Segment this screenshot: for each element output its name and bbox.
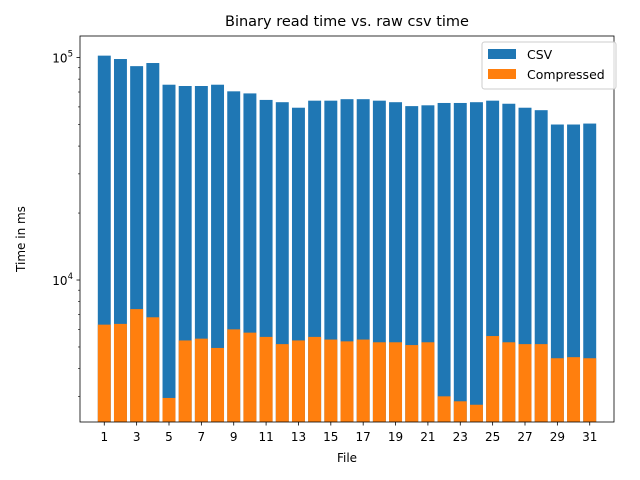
csv-bar-16 — [340, 99, 354, 423]
plot-frame — [79, 35, 615, 423]
x-tick-label: 15 — [323, 430, 338, 444]
compressed-bar-6 — [178, 340, 192, 422]
csv-bar-27 — [518, 107, 532, 422]
csv-bar-20 — [405, 106, 419, 423]
compressed-bar-2 — [113, 323, 127, 422]
x-tick-label: 3 — [133, 430, 141, 444]
x-axis-title: File — [337, 451, 357, 465]
csv-bar-29 — [550, 124, 564, 423]
x-tick-label: 13 — [291, 430, 306, 444]
legend-swatch-compressed — [488, 69, 516, 79]
csv-bar-12 — [275, 102, 289, 422]
legend-label-compressed: Compressed — [527, 67, 605, 82]
compressed-bar-12 — [275, 344, 289, 422]
compressed-bar-28 — [534, 344, 548, 422]
compressed-bars — [97, 309, 597, 422]
csv-bar-30 — [567, 124, 581, 423]
compressed-bar-11 — [259, 336, 273, 422]
csv-bar-7 — [194, 86, 208, 422]
legend: CSV Compressed — [481, 41, 617, 90]
legend-label-csv: CSV — [527, 47, 553, 62]
compressed-bar-24 — [469, 404, 483, 422]
csv-bar-19 — [389, 102, 403, 422]
compressed-bar-7 — [194, 338, 208, 422]
compressed-bar-17 — [356, 339, 370, 422]
compressed-bar-20 — [405, 345, 419, 422]
y-tick-label: 104 — [52, 272, 73, 288]
compressed-bar-26 — [502, 342, 516, 422]
x-tick-label: 5 — [165, 430, 173, 444]
csv-bar-18 — [372, 100, 386, 423]
compressed-bar-13 — [291, 340, 305, 422]
csv-bar-22 — [437, 102, 451, 422]
csv-bar-6 — [178, 86, 192, 422]
compressed-bar-22 — [437, 396, 451, 422]
compressed-bar-3 — [130, 309, 144, 422]
compressed-bar-21 — [421, 342, 435, 422]
compressed-bar-29 — [550, 358, 564, 422]
compressed-bar-10 — [243, 332, 257, 422]
chart-title: Binary read time vs. raw csv time — [225, 14, 469, 30]
compressed-bar-16 — [340, 341, 354, 422]
csv-bar-28 — [534, 110, 548, 423]
compressed-bar-4 — [146, 317, 160, 422]
y-axis-title: Time in ms — [14, 206, 28, 273]
compressed-bar-19 — [389, 342, 403, 422]
compressed-bar-25 — [486, 336, 500, 422]
compressed-bar-15 — [324, 339, 338, 422]
csv-bar-5 — [162, 84, 176, 423]
x-tick-label: 11 — [258, 430, 273, 444]
x-tick-label: 17 — [356, 430, 371, 444]
compressed-bar-23 — [453, 401, 467, 422]
x-tick-label: 23 — [453, 430, 468, 444]
csv-bar-31 — [583, 123, 597, 422]
x-tick-label: 21 — [420, 430, 435, 444]
x-tick-label: 27 — [517, 430, 532, 444]
x-tick-label: 19 — [388, 430, 403, 444]
x-tick-label: 29 — [550, 430, 565, 444]
csv-bar-24 — [469, 102, 483, 422]
compressed-bar-18 — [372, 342, 386, 422]
compressed-bar-9 — [227, 329, 241, 422]
compressed-bar-1 — [97, 324, 111, 422]
x-tick-label: 1 — [100, 430, 108, 444]
compressed-bar-27 — [518, 344, 532, 422]
csv-bar-23 — [453, 102, 467, 422]
compressed-bar-8 — [211, 347, 225, 422]
y-tick-label: 105 — [52, 50, 73, 66]
x-tick-label: 7 — [198, 430, 206, 444]
x-tick-label: 31 — [582, 430, 597, 444]
legend-swatch-csv — [488, 49, 516, 59]
compressed-bar-30 — [567, 357, 581, 422]
compressed-bar-31 — [583, 358, 597, 422]
x-tick-label: 9 — [230, 430, 238, 444]
compressed-bar-5 — [162, 397, 176, 422]
x-tick-label: 25 — [485, 430, 500, 444]
compressed-bar-14 — [308, 336, 322, 422]
csv-bar-8 — [211, 84, 225, 423]
